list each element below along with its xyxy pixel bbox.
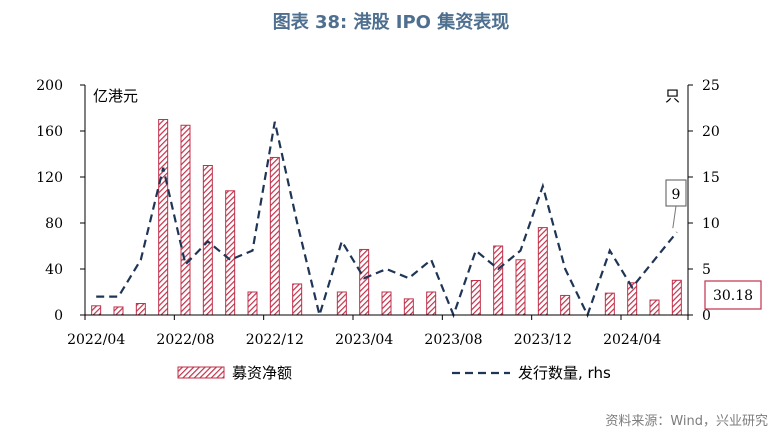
bar [649,299,660,316]
y-right-tick-label: 20 [702,124,720,140]
bar [180,124,191,316]
legend: 募资净额 发行数量, rhs [177,364,611,382]
y-right-tick-label: 25 [702,78,720,94]
y-left-tick-label: 80 [45,216,63,232]
y-left-tick-label: 40 [45,262,63,278]
bar [247,291,258,316]
annotations: 930.18 [665,179,762,310]
tick-labels: 0 40 80 120 160 200 0 5 10 15 20 25 2022/04 2022/08 20… [36,78,720,348]
bar [292,283,303,316]
bar [604,292,615,316]
bar [158,119,169,316]
bar [403,298,414,316]
bar [560,294,571,316]
y-left-tick-label: 120 [36,170,63,186]
bar [113,306,124,316]
x-tick-label: 2022/12 [246,332,304,348]
bar [537,227,548,316]
bar [225,190,236,316]
legend-line-label: 发行数量, rhs [518,364,611,382]
bar [269,156,280,316]
axes [80,84,693,320]
line-value-label: 9 [672,187,681,203]
y-right-tick-label: 15 [702,170,720,186]
legend-bar-swatch [177,366,225,379]
bar-value-label: 30.18 [713,288,753,304]
x-tick-label: 2023/04 [335,332,393,348]
line-value-leader [672,205,677,229]
bar-value-box [704,280,762,310]
bar [381,291,392,316]
bar [671,279,682,316]
bar [470,280,481,316]
bar [91,305,102,316]
y-left-unit-label: 亿港元 [93,87,138,105]
y-left-tick-label: 200 [36,78,63,94]
y-left-tick-label: 160 [36,124,63,140]
bar [515,259,526,316]
bar [336,291,347,316]
bar [493,245,504,316]
y-right-tick-label: 10 [702,216,720,232]
x-tick-label: 2023/12 [514,332,572,348]
bar [359,248,370,316]
legend-bar-label: 募资净额 [232,364,292,382]
x-tick-label: 2023/08 [424,332,482,348]
x-tick-label: 2024/04 [603,332,661,348]
bar [426,291,437,316]
bar-series [91,119,682,316]
y-right-tick-label: 5 [702,262,711,278]
bar [135,303,146,316]
x-tick-label: 2022/04 [67,332,125,348]
y-left-tick-label: 0 [54,308,63,324]
y-right-tick-label: 0 [702,308,711,324]
x-tick-label: 2022/08 [156,332,214,348]
source-note: 资料来源：Wind，兴业研究 [605,414,768,429]
chart-title: 图表 38: 港股 IPO 集资表现 [272,12,510,33]
y-right-unit-label: 只 [665,87,680,105]
